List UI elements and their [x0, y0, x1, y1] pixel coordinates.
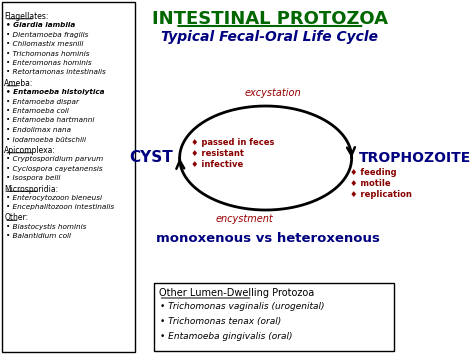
Text: • Giardia lamblia: • Giardia lamblia	[6, 22, 75, 28]
Text: Typical Fecal-Oral Life Cycle: Typical Fecal-Oral Life Cycle	[161, 30, 378, 44]
Text: • Entamoeba coli: • Entamoeba coli	[6, 108, 69, 114]
Text: • Iodamoeba bütschlii: • Iodamoeba bütschlii	[6, 137, 86, 142]
Text: • Trichomonas tenax (oral): • Trichomonas tenax (oral)	[160, 317, 282, 326]
Text: Ameba:: Ameba:	[4, 79, 34, 88]
Text: • Cyclospora cayetanensis: • Cyclospora cayetanensis	[6, 165, 102, 171]
Text: • Dientamoeba fragilis: • Dientamoeba fragilis	[6, 32, 88, 38]
FancyBboxPatch shape	[155, 283, 394, 351]
Text: • Balantidium coli: • Balantidium coli	[6, 233, 71, 239]
Text: ♦ resistant: ♦ resistant	[191, 149, 245, 158]
Text: • Blastocystis hominis: • Blastocystis hominis	[6, 224, 86, 230]
Text: Apicomplexa:: Apicomplexa:	[4, 146, 56, 155]
Text: • Entamoeba gingivalis (oral): • Entamoeba gingivalis (oral)	[160, 332, 293, 341]
Text: • Enteromonas hominis: • Enteromonas hominis	[6, 60, 91, 66]
Text: • Retortamonas intestinalis: • Retortamonas intestinalis	[6, 70, 106, 76]
Text: encystment: encystment	[216, 214, 273, 224]
Text: ♦ feeding: ♦ feeding	[350, 168, 397, 177]
Text: ♦ passed in feces: ♦ passed in feces	[191, 138, 275, 147]
Text: Other:: Other:	[4, 213, 28, 223]
Text: Flagellates:: Flagellates:	[4, 12, 49, 21]
Text: ♦ motile: ♦ motile	[350, 179, 391, 188]
Text: • Entamoeba dispar: • Entamoeba dispar	[6, 98, 79, 105]
Text: ♦ infective: ♦ infective	[191, 160, 244, 169]
Text: • Enterocytozoon bieneusi: • Enterocytozoon bieneusi	[6, 195, 102, 201]
Text: • Chilomastix mesnili: • Chilomastix mesnili	[6, 41, 83, 47]
Text: • Cryptosporidium parvum: • Cryptosporidium parvum	[6, 156, 103, 162]
Text: Other Lumen-Dwelling Protozoa: Other Lumen-Dwelling Protozoa	[158, 288, 314, 298]
Text: monoxenous vs heteroxenous: monoxenous vs heteroxenous	[156, 232, 380, 245]
Text: • Isospora belli: • Isospora belli	[6, 175, 60, 181]
Text: • Trichomonas hominis: • Trichomonas hominis	[6, 50, 90, 56]
Text: ♦ replication: ♦ replication	[350, 190, 412, 199]
Text: • Trichomonas vaginalis (urogenital): • Trichomonas vaginalis (urogenital)	[160, 302, 325, 311]
Text: • Entamoeba hartmanni: • Entamoeba hartmanni	[6, 118, 94, 124]
Text: • Entamoeba histolytica: • Entamoeba histolytica	[6, 89, 104, 95]
Text: INTESTINAL PROTOZOA: INTESTINAL PROTOZOA	[152, 10, 388, 28]
Text: Microsporidia:: Microsporidia:	[4, 185, 58, 193]
FancyBboxPatch shape	[2, 2, 135, 352]
Text: • Encephalitozoon intestinalis: • Encephalitozoon intestinalis	[6, 204, 114, 210]
Text: TROPHOZOITE: TROPHOZOITE	[358, 151, 471, 165]
Text: • Endolimax nana: • Endolimax nana	[6, 127, 71, 133]
Text: excystation: excystation	[244, 88, 301, 98]
Text: CYST: CYST	[129, 151, 173, 165]
